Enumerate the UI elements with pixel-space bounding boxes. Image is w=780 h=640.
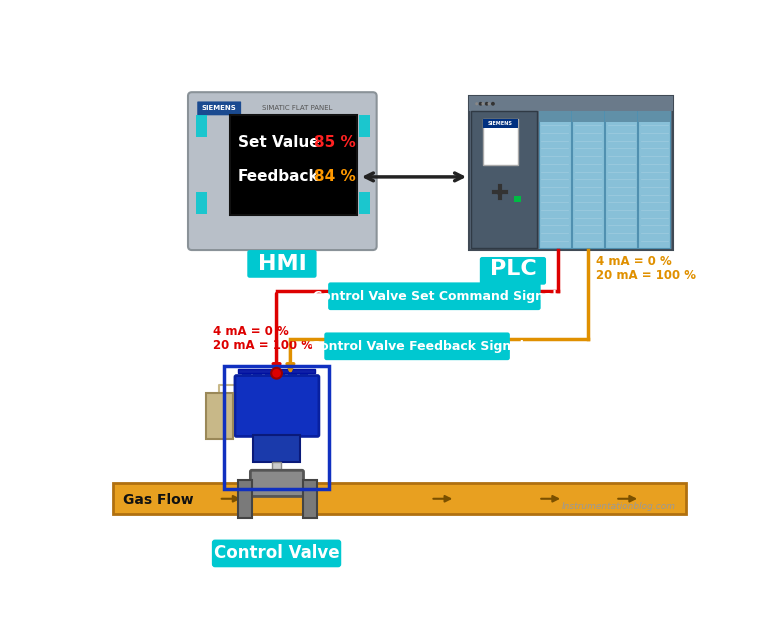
Bar [359, 192, 370, 214]
Bar [469, 96, 673, 111]
Bar [254, 371, 261, 378]
Bar [573, 111, 604, 122]
FancyBboxPatch shape [328, 282, 541, 310]
Text: Control Valve: Control Valve [214, 545, 339, 563]
Circle shape [481, 102, 484, 106]
Bar [113, 483, 686, 514]
FancyBboxPatch shape [188, 92, 377, 250]
Text: SIEMENS: SIEMENS [201, 106, 236, 111]
Bar [605, 111, 637, 122]
FancyBboxPatch shape [324, 332, 510, 360]
FancyBboxPatch shape [480, 257, 546, 285]
FancyBboxPatch shape [212, 540, 341, 567]
Circle shape [271, 368, 282, 379]
Bar [272, 462, 281, 477]
Circle shape [485, 102, 489, 106]
Bar [514, 196, 521, 202]
Text: 85 %: 85 % [314, 135, 355, 150]
Bar [359, 115, 370, 137]
Text: 20 mA = 100 %: 20 mA = 100 % [214, 339, 314, 351]
Text: 20 mA = 100 %: 20 mA = 100 % [596, 269, 696, 282]
Bar [639, 111, 670, 248]
Text: Control Valve Feedback Signal: Control Valve Feedback Signal [310, 340, 523, 353]
FancyBboxPatch shape [197, 101, 241, 115]
Bar [196, 115, 207, 137]
Bar [254, 435, 300, 462]
FancyBboxPatch shape [483, 119, 518, 129]
Text: Instrumentationblog.com: Instrumentationblog.com [562, 502, 675, 511]
Text: SIMATIC FLAT PANEL: SIMATIC FLAT PANEL [262, 106, 332, 111]
Circle shape [488, 102, 491, 106]
Bar [639, 111, 670, 122]
Text: 84 %: 84 % [314, 170, 355, 184]
Circle shape [475, 102, 478, 106]
Bar [483, 119, 518, 165]
FancyBboxPatch shape [469, 96, 673, 250]
Text: Set Value: Set Value [238, 135, 320, 150]
Bar [206, 392, 232, 438]
Bar [539, 111, 571, 248]
Bar [238, 479, 252, 518]
Bar [265, 371, 273, 378]
Text: Gas Flow: Gas Flow [122, 493, 193, 508]
Text: HMI: HMI [257, 254, 307, 274]
Bar [238, 369, 315, 373]
Bar [230, 115, 357, 216]
FancyBboxPatch shape [250, 470, 303, 497]
Text: 4 mA = 0 %: 4 mA = 0 % [214, 324, 289, 338]
Bar [288, 371, 296, 378]
Bar [605, 111, 637, 248]
Bar [242, 371, 250, 378]
Text: PLC: PLC [490, 259, 537, 279]
Text: 4 mA = 0 %: 4 mA = 0 % [596, 255, 672, 268]
Text: SIEMENS: SIEMENS [488, 121, 512, 126]
Circle shape [479, 102, 483, 106]
Bar [277, 371, 284, 378]
FancyBboxPatch shape [247, 250, 317, 278]
Bar [303, 479, 317, 518]
FancyBboxPatch shape [235, 376, 319, 436]
Bar [196, 192, 207, 214]
Text: Control Valve Set Command Signal: Control Valve Set Command Signal [313, 290, 556, 303]
Circle shape [491, 102, 495, 106]
Bar [300, 371, 307, 378]
Bar [573, 111, 604, 248]
Bar [471, 111, 537, 248]
Text: Feedback: Feedback [238, 170, 320, 184]
Bar [539, 111, 571, 122]
